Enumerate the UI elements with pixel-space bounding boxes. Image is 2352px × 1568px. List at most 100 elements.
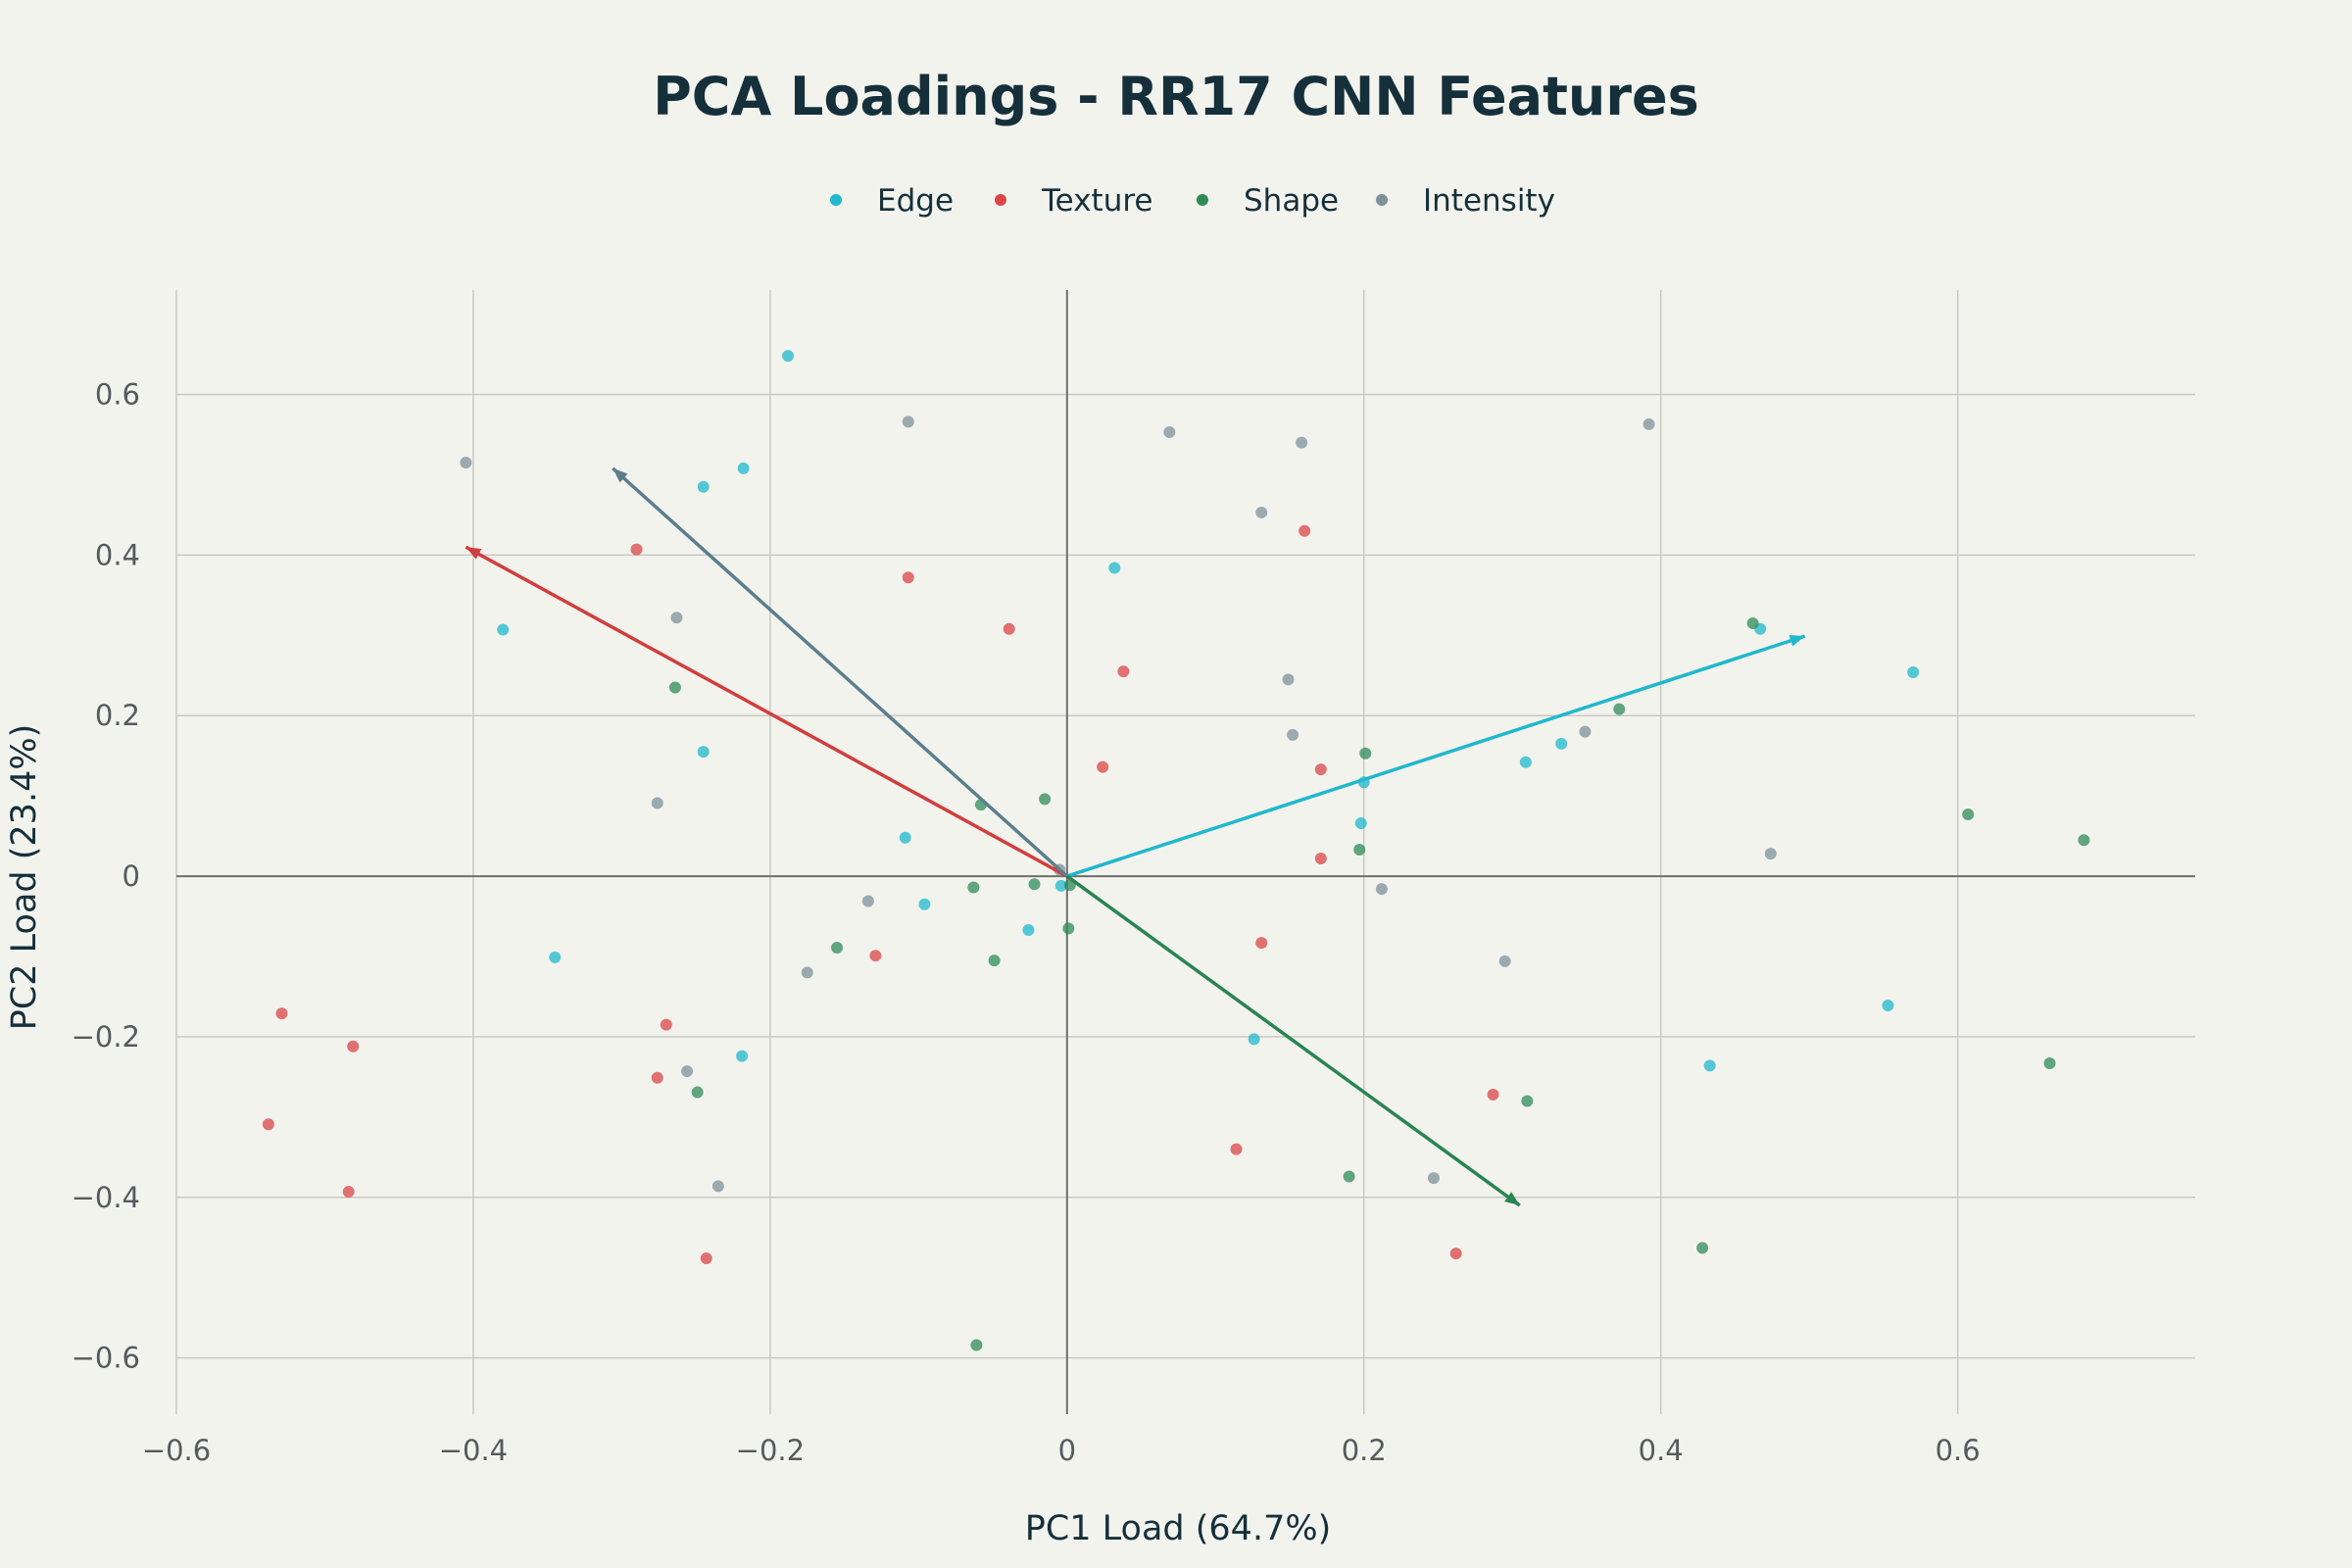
y-tick-label: 0 [122,859,140,893]
data-point [967,881,980,894]
data-point [697,746,710,759]
data-point [782,350,795,363]
data-point [2043,1056,2056,1069]
data-point [700,1252,712,1265]
data-point [1642,417,1655,430]
chart-title: PCA Loadings - RR17 CNN Features [653,66,1699,127]
data-point [1230,1143,1243,1155]
y-axis-ticks: −0.6 −0.4 −0.2 0 0.2 0.4 0.6 [72,378,140,1375]
data-point [2078,834,2090,847]
y-tick-label: 0.6 [95,378,140,412]
data-point [988,955,1001,967]
data-point [1003,622,1015,635]
arrow-head [466,547,482,560]
legend-marker [1376,194,1388,206]
data-point [1521,1095,1534,1107]
x-tick-label: −0.4 [439,1434,508,1467]
data-point [1248,1033,1260,1046]
data-point [1746,617,1759,630]
series-texture [262,524,1499,1265]
arrow-head [612,467,628,483]
data-point [549,951,562,963]
arrow-edge [1066,634,1806,878]
data-point [1882,999,1894,1011]
arrow-head [1504,1192,1520,1205]
legend[interactable]: Edge Texture Shape Intensity [830,183,1555,219]
data-point [869,950,882,962]
legend-marker [830,194,842,206]
data-point [1028,878,1041,891]
data-point [899,831,911,844]
data-point [275,1007,288,1020]
data-point [497,623,510,636]
x-axis-ticks: −0.6 −0.4 −0.2 0 0.2 0.4 0.6 [142,1434,1981,1467]
legend-item-edge[interactable]: Edge [830,183,954,219]
data-point [1255,506,1268,518]
data-point [1487,1088,1499,1101]
data-point [918,898,931,910]
arrow-shaft [1065,874,1521,1207]
data-point [630,543,643,556]
arrow-head [1788,635,1805,647]
data-point [1907,665,1920,678]
data-point [1062,922,1075,935]
data-point [736,1050,749,1062]
data-point [1764,848,1777,860]
legend-item-shape[interactable]: Shape [1197,183,1339,219]
loading-arrows [465,466,1806,1207]
data-point [1039,793,1052,806]
y-tick-label: 0.2 [95,699,140,732]
x-tick-label: 0.6 [1936,1434,1981,1467]
data-point [737,462,750,474]
legend-marker [1197,194,1208,206]
arrow-shaft [1066,634,1806,878]
x-tick-label: 0.2 [1342,1434,1387,1467]
data-point [670,612,683,624]
data-point [1703,1059,1716,1072]
y-tick-label: 0.4 [95,538,140,571]
data-point [1296,436,1308,449]
data-point [1555,737,1568,750]
data-point [1163,426,1176,439]
y-tick-label: −0.2 [72,1020,140,1054]
data-point [460,457,472,469]
legend-item-intensity[interactable]: Intensity [1376,183,1555,219]
x-axis-title: PC1 Load (64.7%) [1025,1509,1332,1548]
legend-label: Texture [1041,183,1152,219]
data-point [1255,937,1268,950]
data-point [1097,760,1109,773]
zero-lines [176,290,2195,1414]
data-point [1359,747,1372,760]
data-point [651,797,663,809]
data-point [1282,673,1295,686]
x-tick-label: 0.4 [1639,1434,1684,1467]
data-point [691,1086,704,1099]
legend-item-texture[interactable]: Texture [995,183,1152,219]
y-axis-title: PC2 Load (23.4%) [5,724,44,1031]
data-point [1375,883,1388,896]
data-point [970,1339,983,1351]
arrow-shaft [465,545,1068,878]
series-edge [497,350,1920,1072]
data-point [1613,703,1626,715]
data-point [668,681,681,694]
data-point [1449,1248,1462,1260]
data-point [711,1180,724,1193]
arrow-texture [465,545,1068,878]
legend-marker [995,194,1006,206]
data-point [1298,524,1311,537]
legend-label: Shape [1244,183,1339,219]
series-shape [668,617,2090,1351]
data-point [1287,728,1299,741]
data-point [1314,763,1327,776]
data-point [801,966,813,979]
arrow-shaft [612,466,1068,878]
data-point [1427,1172,1440,1185]
legend-label: Intensity [1423,183,1555,219]
x-tick-label: −0.6 [142,1434,211,1467]
arrow-intensity [612,466,1068,878]
data-point [1353,844,1366,857]
data-point [1117,665,1130,678]
